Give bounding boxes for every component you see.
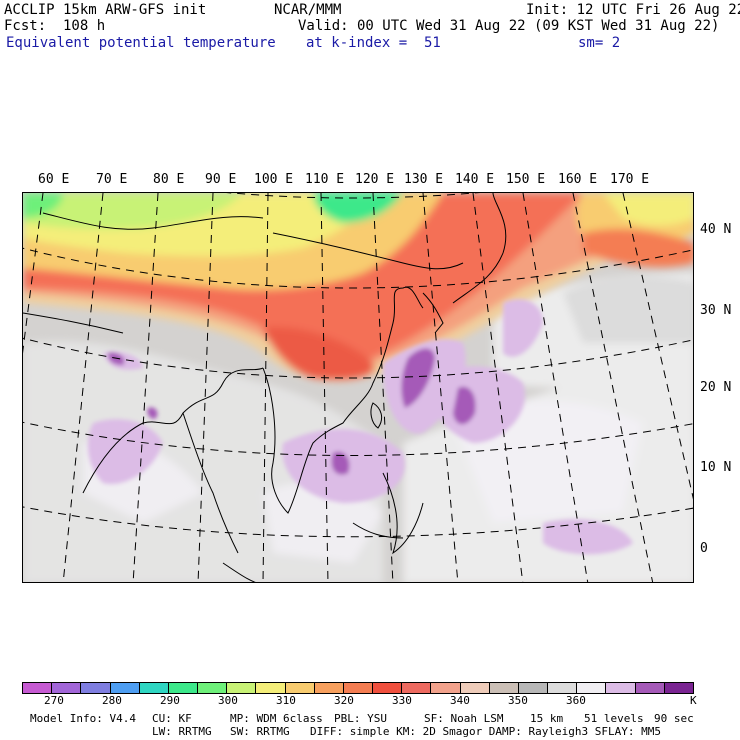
colorbar-swatch-14 bbox=[431, 683, 461, 693]
footer-timestep: 90 sec bbox=[654, 712, 694, 725]
lon-label-160e: 160 E bbox=[558, 172, 598, 187]
lon-label-70e: 70 E bbox=[96, 172, 128, 187]
colorbar-label-360: 360 bbox=[566, 694, 586, 707]
lon-label-170e: 170 E bbox=[610, 172, 650, 187]
colorbar-swatch-7 bbox=[227, 683, 257, 693]
colorbar-label-290: 290 bbox=[160, 694, 180, 707]
colorbar-swatch-6 bbox=[198, 683, 228, 693]
colorbar-swatch-2 bbox=[81, 683, 111, 693]
smoothing: sm= 2 bbox=[578, 35, 621, 51]
init-time: Init: 12 UTC Fri 26 Aug 22 bbox=[526, 2, 740, 18]
lon-label-150e: 150 E bbox=[506, 172, 546, 187]
colorbar-label-300: 300 bbox=[218, 694, 238, 707]
colorbar-swatch-13 bbox=[402, 683, 432, 693]
lon-label-130e: 130 E bbox=[404, 172, 444, 187]
colorbar-swatch-10 bbox=[314, 683, 344, 693]
colorbar-swatch-15 bbox=[460, 683, 490, 693]
colorbar-swatch-4 bbox=[139, 683, 169, 693]
lat-label-30n: 30 N bbox=[700, 303, 732, 318]
colorbar-swatch-21 bbox=[635, 683, 665, 693]
lat-label-40n: 40 N bbox=[700, 222, 732, 237]
colorbar-label-280: 280 bbox=[102, 694, 122, 707]
graticule bbox=[23, 193, 693, 582]
colorbar-swatch-16 bbox=[489, 683, 519, 693]
footer-diff: DIFF: simple KM: 2D Smagor DAMP: Rayleig… bbox=[310, 725, 661, 738]
footer-lw: LW: RRTMG bbox=[152, 725, 212, 738]
footer-sw: SW: RRTMG bbox=[230, 725, 290, 738]
colorbar-label-270: 270 bbox=[44, 694, 64, 707]
footer-mp: MP: WDM 6class bbox=[230, 712, 323, 725]
colorbar-swatch-8 bbox=[256, 683, 286, 693]
purple-convective-regions bbox=[87, 299, 633, 555]
colorbar-unit: K bbox=[690, 694, 697, 707]
colorbar bbox=[22, 682, 694, 694]
colorbar-swatch-3 bbox=[110, 683, 140, 693]
colorbar-label-340: 340 bbox=[450, 694, 470, 707]
footer-levels: 51 levels bbox=[584, 712, 644, 725]
field-name: Equivalent potential temperature bbox=[6, 35, 276, 51]
colorbar-swatch-1 bbox=[52, 683, 82, 693]
colorbar-swatch-22 bbox=[664, 683, 693, 693]
equivalent-potential-temperature-map bbox=[23, 193, 693, 582]
footer-model-info: Model Info: V4.4 bbox=[30, 712, 136, 725]
colorbar-label-320: 320 bbox=[334, 694, 354, 707]
footer-pbl: PBL: YSU bbox=[334, 712, 387, 725]
model-title: ACCLIP 15km ARW-GFS init bbox=[4, 2, 207, 18]
colorbar-swatch-9 bbox=[285, 683, 315, 693]
lon-label-110e: 110 E bbox=[305, 172, 345, 187]
lat-label-0: 0 bbox=[700, 541, 708, 556]
lon-label-100e: 100 E bbox=[254, 172, 294, 187]
warm-band bbox=[23, 193, 693, 382]
lon-label-90e: 90 E bbox=[205, 172, 237, 187]
colorbar-swatch-18 bbox=[548, 683, 578, 693]
colorbar-swatch-19 bbox=[577, 683, 607, 693]
colorbar-swatch-17 bbox=[518, 683, 549, 693]
organization: NCAR/MMM bbox=[274, 2, 342, 18]
colorbar-swatch-0 bbox=[23, 683, 53, 693]
level-index: at k-index = 51 bbox=[306, 35, 441, 51]
footer-resolution: 15 km bbox=[530, 712, 564, 725]
lon-label-60e: 60 E bbox=[38, 172, 70, 187]
colorbar-swatch-20 bbox=[606, 683, 636, 693]
valid-time: Valid: 00 UTC Wed 31 Aug 22 (09 KST Wed … bbox=[298, 18, 720, 34]
lon-label-120e: 120 E bbox=[355, 172, 395, 187]
colorbar-swatch-12 bbox=[373, 683, 403, 693]
colorbar-label-350: 350 bbox=[508, 694, 528, 707]
footer-cu: CU: KF bbox=[152, 712, 192, 725]
forecast-hour: Fcst: 108 h bbox=[4, 18, 106, 34]
colorbar-swatch-11 bbox=[343, 683, 374, 693]
lat-label-10n: 10 N bbox=[700, 460, 732, 475]
colorbar-label-330: 330 bbox=[392, 694, 412, 707]
lon-label-80e: 80 E bbox=[153, 172, 185, 187]
lat-label-20n: 20 N bbox=[700, 380, 732, 395]
map-panel bbox=[22, 192, 694, 583]
lon-label-140e: 140 E bbox=[455, 172, 495, 187]
colorbar-label-310: 310 bbox=[276, 694, 296, 707]
footer-sf: SF: Noah LSM bbox=[424, 712, 504, 725]
colorbar-swatch-5 bbox=[168, 683, 199, 693]
